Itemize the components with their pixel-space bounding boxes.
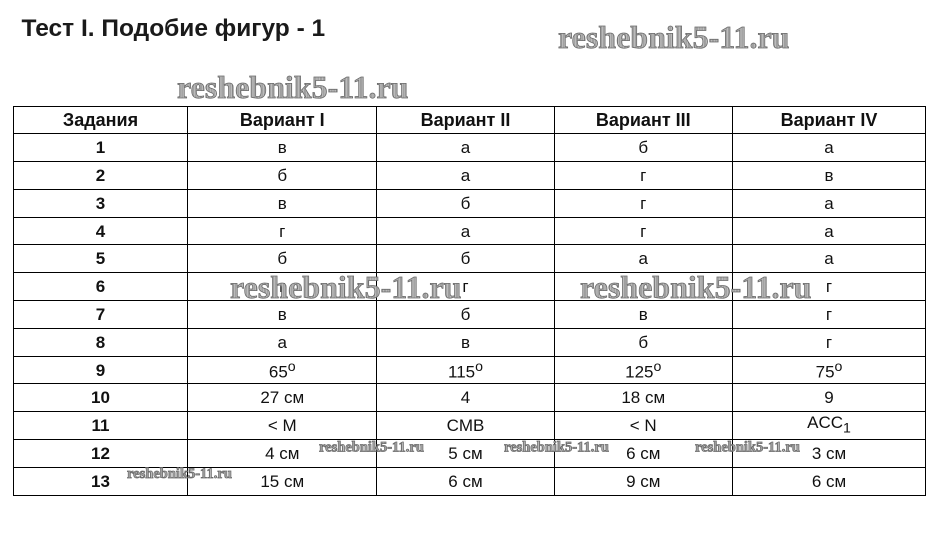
svg-text:reshebnik5-11.ru: reshebnik5-11.ru — [695, 440, 800, 456]
svg-text:reshebnik5-11.ru: reshebnik5-11.ru — [127, 466, 232, 482]
svg-text:reshebnik5-11.ru: reshebnik5-11.ru — [580, 269, 811, 305]
svg-text:reshebnik5-11.ru: reshebnik5-11.ru — [558, 19, 789, 55]
svg-text:reshebnik5-11.ru: reshebnik5-11.ru — [230, 269, 461, 305]
svg-text:reshebnik5-11.ru: reshebnik5-11.ru — [177, 69, 408, 105]
svg-text:reshebnik5-11.ru: reshebnik5-11.ru — [504, 440, 609, 456]
svg-text:reshebnik5-11.ru: reshebnik5-11.ru — [319, 440, 424, 456]
